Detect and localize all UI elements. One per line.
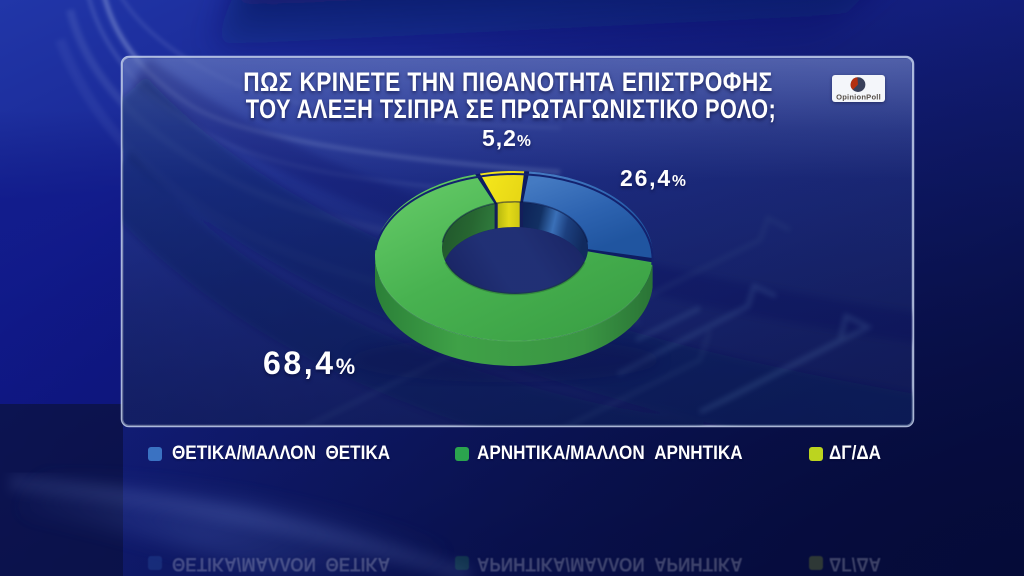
svg-text:OpinionPoll: OpinionPoll: [836, 92, 881, 101]
